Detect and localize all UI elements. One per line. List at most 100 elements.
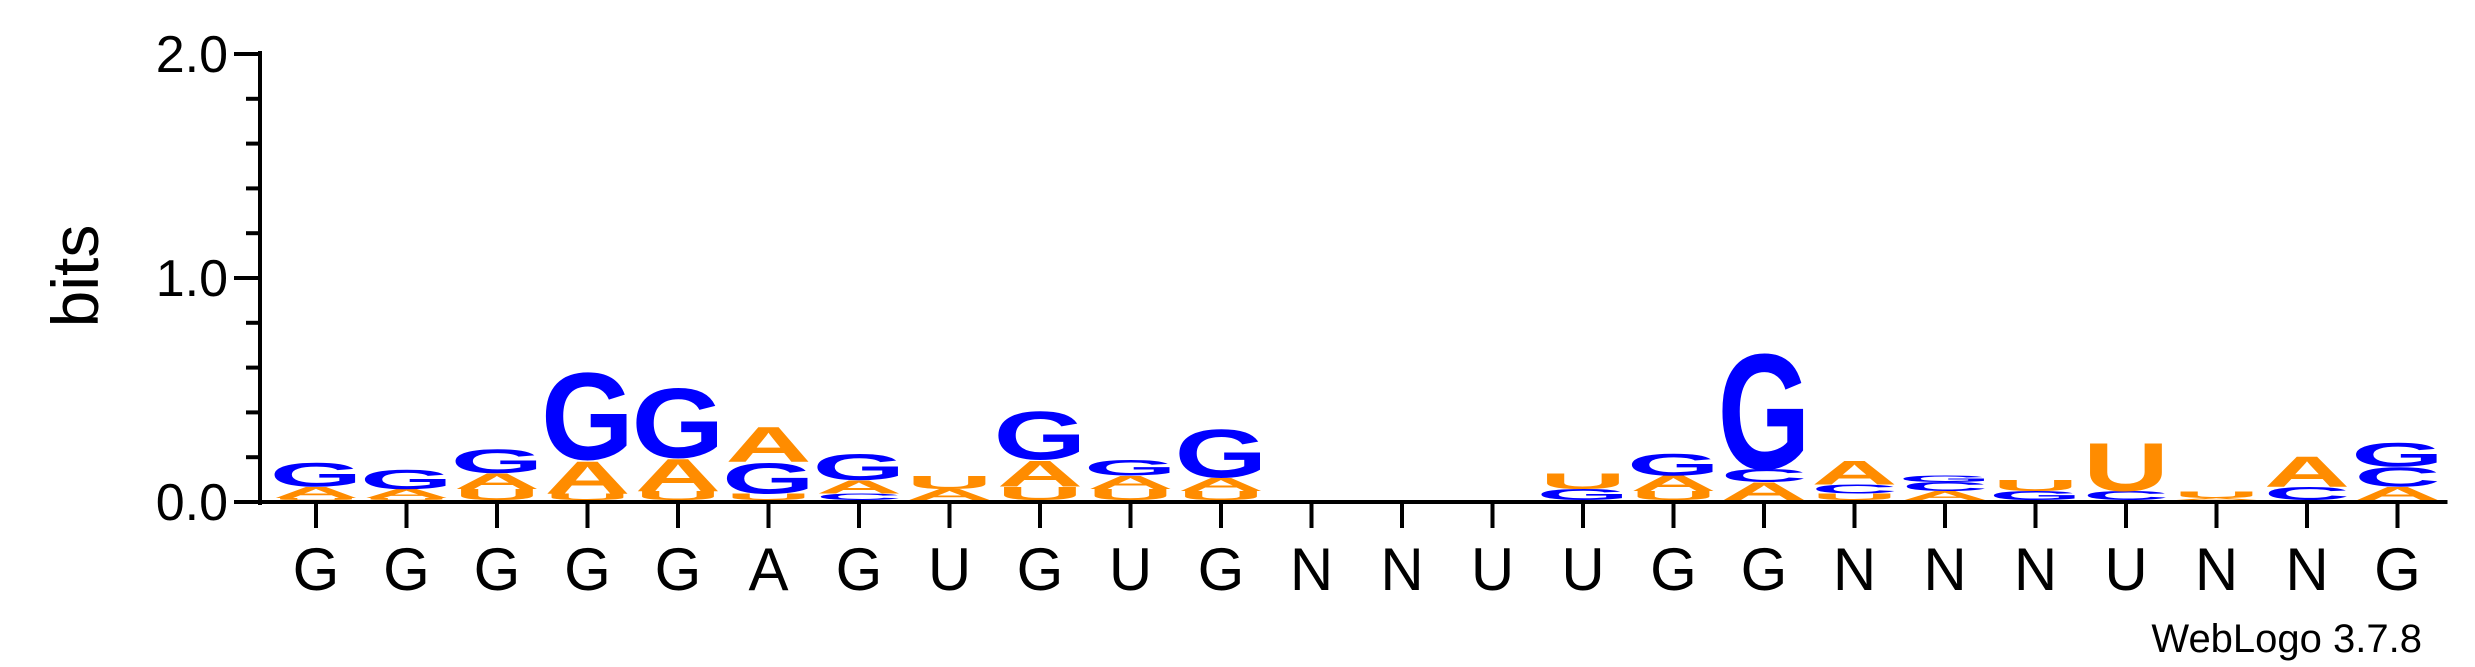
logo-letter-a: A [635,449,721,501]
y-axis: 0.0 1.0 2.0 [156,26,262,532]
logo-letter-g: G [813,446,906,488]
logo-letter-a: A [544,452,630,504]
x-tick-label: U [1109,536,1152,603]
logo-letter-a: A [906,486,992,503]
logo-letter-u: U [454,486,540,503]
weblogo-credit: WebLogo 3.7.8 [2151,617,2422,661]
logo-letter-c: C [2354,461,2440,492]
logo-letter-a: A [2173,497,2259,500]
letter-stack: UAG [632,368,725,503]
letter-stack: UAG [1175,416,1268,503]
logo-letter-c: C [816,492,902,502]
x-tick-label: G [383,536,430,603]
logo-letter-u: U [2173,489,2259,499]
letter-stack: ACG [1899,474,1992,503]
logo-letter-g: G [1989,489,2082,503]
logo-letter-u: U [1178,489,1264,503]
letter-stack: UAG [994,398,1087,504]
letter-stack: UAG [451,442,544,504]
logo-letter-u: U [1992,477,2078,494]
logo-letter-c: C [1902,480,1988,494]
letter-stack: AU [2173,489,2259,500]
logo-letter-c: C [1811,482,1897,496]
logo-letter-u: U [906,472,992,493]
letter-stack: UCA [1811,453,1897,502]
x-tick-label: U [1471,536,1514,603]
x-tick-label: N [1290,536,1333,603]
letter-stack: CAG [813,446,906,502]
letter-stack: GU [1537,469,1630,503]
x-tick-label: N [1923,536,1966,603]
letter-stack: ACG [1718,320,1811,506]
letter-stack: ACG [2351,435,2444,504]
logo-letter-g: G [632,368,725,479]
logo-letter-u: U [1811,492,1897,502]
logo-letter-a: A [363,486,449,500]
x-tick-label: G [836,536,883,603]
logo-letter-g: G [1084,456,1177,480]
y-tick-label: 2.0 [156,26,228,84]
x-tick-label: A [748,536,788,603]
logo-letter-a: A [816,477,902,498]
logo-letter-g: G [1899,474,1992,484]
letter-stack: UAG [1084,456,1177,504]
logo-letter-g: G [994,398,1087,475]
logo-letter-u: U [635,489,721,503]
letter-stack: GU [1989,477,2082,502]
logo-letter-u: U [273,497,359,500]
logo-letter-u: U [363,497,449,500]
letter-stack: AU [906,472,992,503]
logo-letter-u: U [1087,486,1173,503]
letter-stack: UAG [270,455,363,501]
logo-letter-g: G [1537,486,1630,503]
letter-stack: UGA [722,417,815,503]
logo-letter-c: C [2264,483,2350,504]
x-tick-label: N [1833,536,1876,603]
logo-letter-g: G [2351,435,2444,474]
logo-letter-c: C [2083,489,2169,503]
logo-letter-g: G [270,455,363,494]
logo-letter-g: G [360,464,453,495]
x-tick-label: U [928,536,971,603]
x-tick-label: G [1017,536,1064,603]
logo-letter-u: U [997,483,1083,504]
logo-letter-a: A [1902,489,1988,503]
x-tick-label: U [1561,536,1604,603]
x-tick-label: G [293,536,340,603]
logo-letter-a: A [454,469,540,493]
logo-letter-g: G [1175,416,1268,493]
logo-letter-g: G [541,347,634,486]
x-tick-label: U [2104,536,2147,603]
logo-letter-u: U [725,492,811,502]
x-tick-label: G [564,536,611,603]
logo-letter-g: G [1718,320,1811,504]
x-tick-label: N [2285,536,2328,603]
y-tick-label: 0.0 [156,474,228,532]
logo-letter-a: A [1178,474,1264,495]
logo-letter-c: C [1721,465,1807,486]
logo-letter-a: A [997,453,1083,495]
logo-letter-u: U [544,492,630,502]
letter-stack: CA [2264,448,2350,504]
logo-letter-a: A [1630,472,1716,496]
logo-letter-a: A [2354,483,2440,504]
letter-stack: CU [2083,429,2169,506]
logo-letter-a: A [1811,453,1897,492]
logo-letter-a: A [725,417,811,472]
logo-letter-g: G [451,442,544,481]
logo-letter-a: A [2264,448,2350,496]
x-tick-label: G [1741,536,1788,603]
letter-stack: UAG [1627,448,1720,503]
x-tick-label: G [1198,536,1245,603]
logo-letter-u: U [1540,469,1626,493]
logo-letter-g: G [1627,448,1720,483]
x-tick-label: N [2014,536,2057,603]
x-tick-label: N [1380,536,1423,603]
x-tick-label: N [2195,536,2238,603]
logo-letter-u: U [2083,429,2169,506]
letter-stack: UAG [541,347,634,503]
x-tick-label: G [474,536,521,603]
